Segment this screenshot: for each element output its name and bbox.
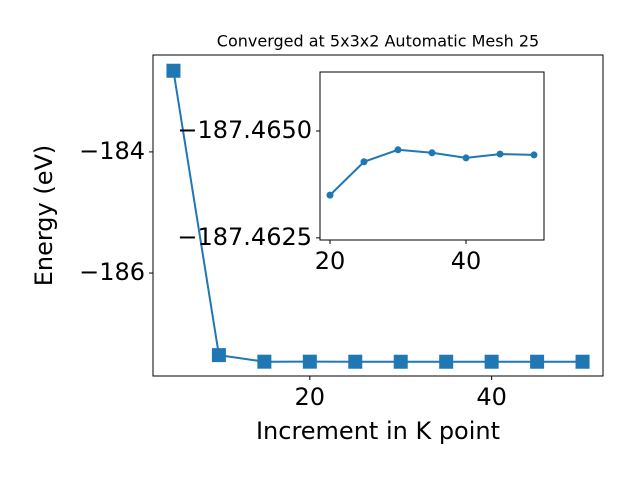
point-marker bbox=[326, 191, 334, 199]
point-marker bbox=[257, 354, 272, 369]
point-marker bbox=[530, 151, 538, 159]
chart-title: Converged at 5x3x2 Automatic Mesh 25 bbox=[217, 32, 539, 51]
point-marker bbox=[530, 354, 545, 369]
y-axis-label: Energy (eV) bbox=[30, 145, 58, 287]
point-marker bbox=[166, 63, 181, 78]
series-line bbox=[172, 70, 583, 363]
point-marker bbox=[439, 354, 454, 369]
x-tick-label: 40 bbox=[476, 383, 507, 411]
y-tick-label: −187.4650 bbox=[177, 116, 312, 144]
point-marker bbox=[211, 348, 226, 363]
point-marker bbox=[302, 354, 317, 369]
y-tick-label: −186 bbox=[79, 258, 145, 286]
y-tick-label: −187.4625 bbox=[177, 223, 312, 251]
x-axis-label: Increment in K point bbox=[256, 417, 500, 445]
point-marker bbox=[496, 150, 504, 158]
point-marker bbox=[348, 354, 363, 369]
x-tick-label: 20 bbox=[315, 247, 346, 275]
point-marker bbox=[484, 354, 499, 369]
point-marker bbox=[462, 154, 470, 162]
x-tick-label: 20 bbox=[295, 383, 326, 411]
x-tick-label: 40 bbox=[451, 247, 482, 275]
point-marker bbox=[394, 146, 402, 154]
point-marker bbox=[360, 158, 368, 166]
y-tick-label: −184 bbox=[79, 137, 145, 165]
point-marker bbox=[393, 354, 408, 369]
point-marker bbox=[428, 149, 436, 157]
point-marker bbox=[575, 354, 590, 369]
